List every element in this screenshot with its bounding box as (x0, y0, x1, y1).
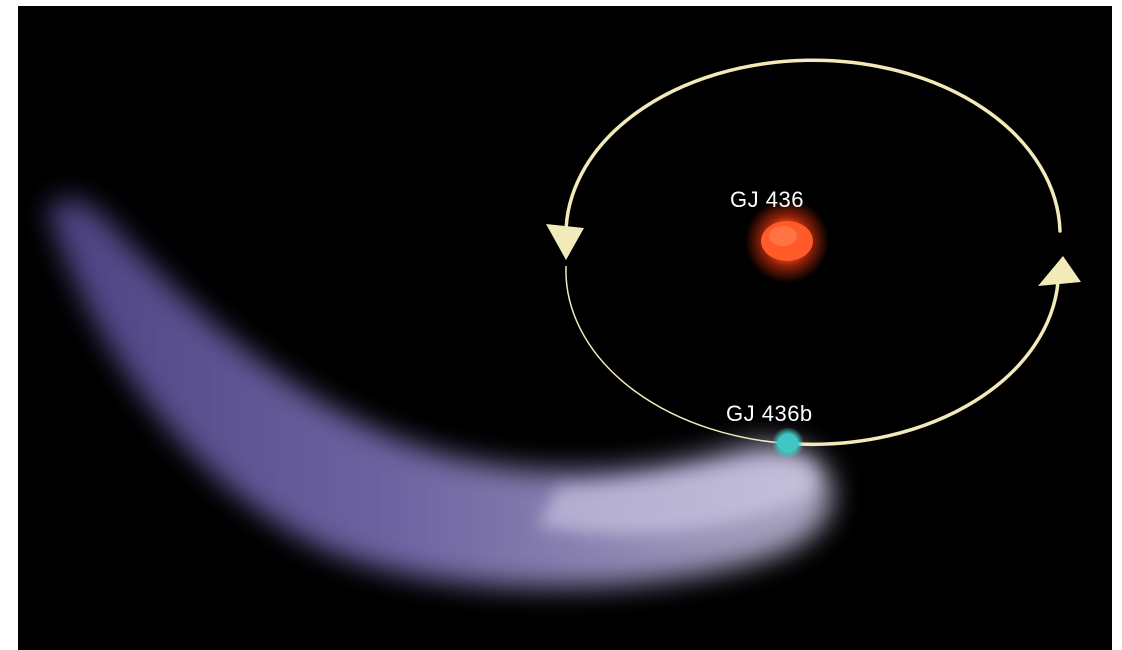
planet-label: GJ 436b (726, 401, 813, 426)
space-background: GJ 436 GJ 436b (18, 6, 1112, 650)
hydrogen-tail (48, 198, 833, 588)
orbit-diagram (48, 58, 1081, 588)
planet-gj-436b (772, 427, 804, 459)
arrow-head-up-right-icon (1038, 256, 1081, 286)
star-label: GJ 436 (730, 187, 804, 212)
arrow-head-down-left-icon (546, 224, 584, 260)
star-gj-436 (745, 199, 829, 283)
orbit-path (564, 58, 1062, 447)
